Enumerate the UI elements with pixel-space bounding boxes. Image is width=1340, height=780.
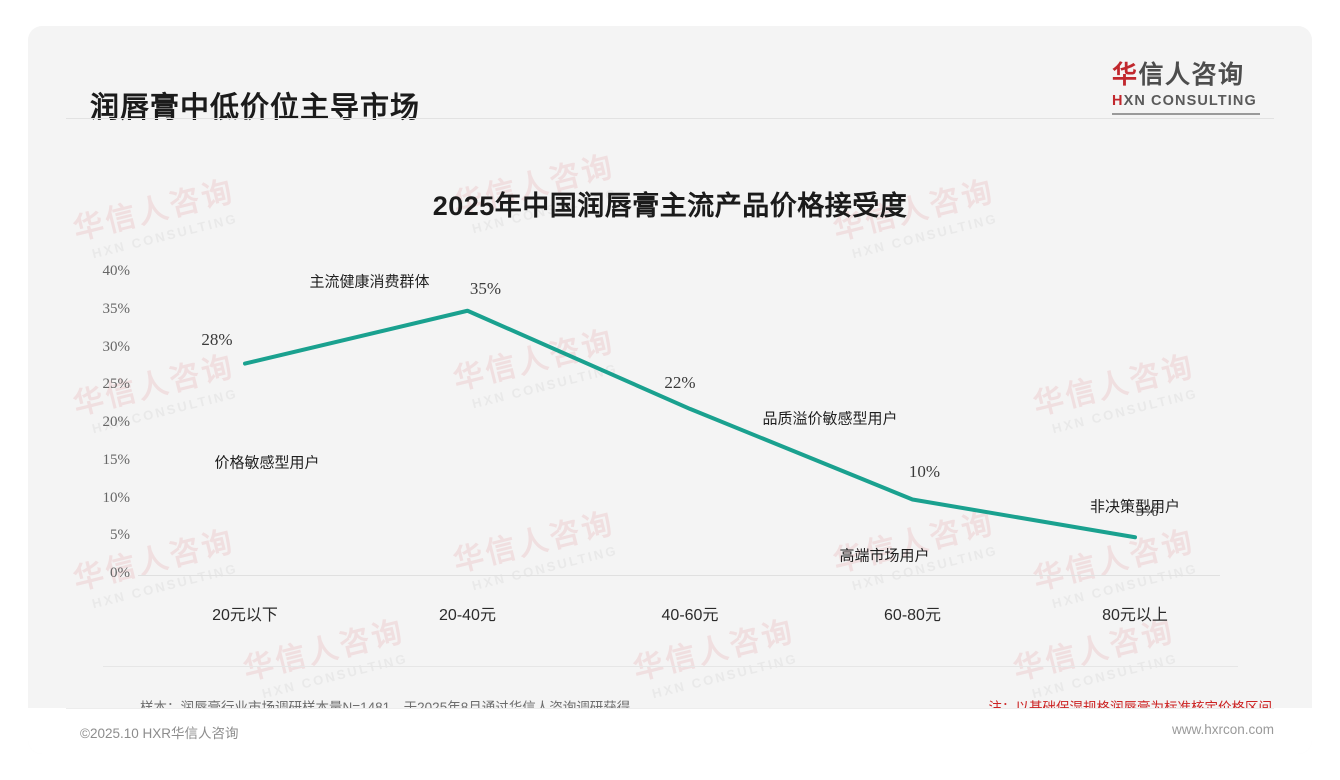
logo-en-red-char: H bbox=[1112, 93, 1124, 109]
data-point-annotation: 价格敏感型用户 bbox=[214, 454, 320, 472]
data-point-value-label: 5% bbox=[1135, 501, 1159, 521]
y-axis-tick-label: 30% bbox=[102, 338, 131, 355]
bottom-bar: ©2025.10 HXR华信人咨询 www.hxrcon.com bbox=[28, 708, 1312, 754]
y-axis-tick-label: 5% bbox=[110, 527, 130, 544]
logo-en-rest: XN CONSULTING bbox=[1123, 93, 1257, 109]
data-point-annotation: 品质溢价敏感型用户 bbox=[762, 410, 898, 428]
data-point-value-label: 22% bbox=[664, 372, 696, 392]
company-logo: 华信人咨询 HXN CONSULTING bbox=[1112, 62, 1272, 115]
logo-underline bbox=[1112, 113, 1260, 115]
data-point-value-label: 35% bbox=[469, 278, 502, 298]
y-axis-tick-label: 25% bbox=[102, 376, 131, 393]
page-title: 润唇膏中低价位主导市场 bbox=[90, 92, 421, 124]
x-axis-tick-label: 40-60元 bbox=[661, 607, 719, 624]
header: 润唇膏中低价位主导市场 华信人咨询 HXN CONSULTING bbox=[28, 26, 1312, 124]
chart-title: 2025年中国润唇膏主流产品价格接受度 bbox=[432, 191, 908, 221]
y-axis-tick-label: 10% bbox=[102, 489, 131, 506]
logo-cn-red-char: 华 bbox=[1112, 61, 1139, 89]
x-axis-tick-label: 80元以上 bbox=[1102, 607, 1168, 624]
logo-en-text: HXN CONSULTING bbox=[1112, 93, 1272, 109]
logo-cn-rest: 信人咨询 bbox=[1138, 61, 1245, 89]
data-point-value-label: 28% bbox=[201, 329, 233, 349]
data-point-annotation: 非决策型用户 bbox=[1089, 498, 1181, 516]
y-axis-tick-label: 0% bbox=[110, 565, 130, 581]
header-divider bbox=[66, 118, 1274, 119]
x-axis-tick-label: 60-80元 bbox=[884, 607, 941, 624]
data-point-annotation: 主流健康消费群体 bbox=[309, 273, 430, 291]
y-axis-tick-label: 40% bbox=[102, 263, 131, 279]
chart-plot-area: 40% 35% 30% 25% 20% 15% 10% 5% 0% 20元以下 20-40元 40-6… bbox=[28, 26, 1312, 754]
data-point-value-label: 10% bbox=[908, 461, 941, 481]
footer-divider bbox=[103, 666, 1238, 667]
logo-cn-text: 华信人咨询 bbox=[1112, 62, 1272, 89]
slide-card: 华信人咨询 HXN CONSULTING 华信人咨询 HXN CONSULTIN… bbox=[28, 26, 1312, 754]
website-text: www.hxrcon.com bbox=[1171, 722, 1274, 737]
y-axis-tick-label: 35% bbox=[102, 300, 131, 317]
y-axis-tick-label: 20% bbox=[102, 414, 131, 430]
series-line bbox=[243, 308, 1137, 540]
line-series bbox=[243, 308, 1137, 540]
copyright-text: ©2025.10 HXR华信人咨询 bbox=[80, 726, 239, 741]
y-axis-tick-label: 15% bbox=[102, 451, 131, 468]
x-axis-line bbox=[138, 575, 1220, 576]
x-axis-tick-label: 20元以下 bbox=[212, 607, 278, 624]
bottom-divider bbox=[66, 708, 1274, 709]
x-axis-tick-label: 20-40元 bbox=[439, 607, 496, 624]
data-point-annotation: 高端市场用户 bbox=[839, 547, 930, 564]
